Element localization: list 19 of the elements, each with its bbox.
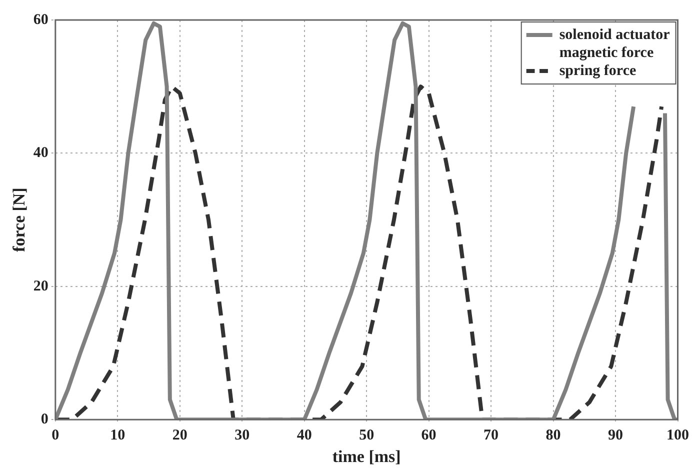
x-tick-label: 20 xyxy=(172,427,188,444)
x-tick-label: 40 xyxy=(296,427,312,444)
y-tick-label: 60 xyxy=(33,12,48,28)
y-tick-label: 20 xyxy=(33,278,48,294)
legend-label: spring force xyxy=(559,62,636,79)
x-tick-label: 30 xyxy=(234,427,250,444)
x-tick-label: 60 xyxy=(421,427,436,444)
x-axis-title: time [ms] xyxy=(332,447,401,466)
x-tick-label: 0 xyxy=(52,427,60,444)
x-tick-label: 80 xyxy=(546,427,561,444)
y-tick-label: 40 xyxy=(33,145,48,162)
line-series xyxy=(55,84,664,420)
x-tick-label: 10 xyxy=(110,427,126,444)
x-tick-label: 100 xyxy=(666,427,689,444)
x-tick-label: 90 xyxy=(608,427,624,444)
y-tick-label: 0 xyxy=(40,411,48,428)
x-tick-label: 70 xyxy=(484,427,499,444)
y-axis-title: force [N] xyxy=(10,188,29,252)
x-tick-label: 50 xyxy=(359,427,374,444)
